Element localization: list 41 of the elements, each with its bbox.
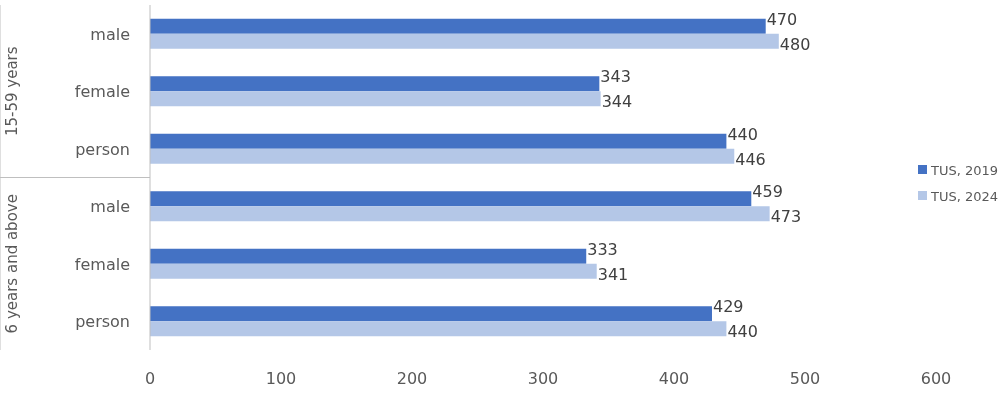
bar — [150, 148, 735, 164]
x-tick-label: 400 — [658, 369, 690, 388]
bar — [150, 263, 597, 279]
data-label: 341 — [597, 264, 629, 284]
y-tick-label: male — [90, 24, 130, 44]
bar — [150, 91, 601, 107]
bar — [150, 133, 727, 149]
bar — [150, 191, 752, 207]
bar — [150, 18, 766, 34]
legend-label: TUS, 2024 — [930, 189, 999, 204]
text: 15-59 years — [3, 46, 21, 137]
y-tick-label: female — [74, 254, 130, 274]
data-label: 333 — [587, 239, 618, 259]
bar — [150, 206, 770, 222]
x-tick-label: 0 — [144, 369, 156, 388]
bar — [150, 306, 712, 322]
data-label: 440 — [727, 322, 758, 342]
data-label: 446 — [735, 149, 766, 169]
y-tick-label: female — [74, 82, 130, 102]
bar — [150, 321, 727, 337]
x-tick-label: 300 — [527, 369, 559, 388]
bar — [150, 33, 779, 49]
legend-label: TUS, 2019 — [930, 163, 999, 178]
bar — [150, 76, 600, 92]
bar — [150, 248, 587, 264]
data-label: 440 — [727, 124, 758, 144]
data-label: 473 — [770, 207, 802, 227]
y-tick-label: person — [75, 312, 130, 332]
y-tick-label: male — [90, 197, 130, 217]
x-tick-label: 500 — [789, 369, 821, 388]
data-label: 459 — [752, 182, 783, 202]
data-label: 344 — [601, 92, 633, 112]
x-tick-label: 600 — [920, 369, 952, 388]
data-label: 429 — [712, 297, 744, 317]
text: 6 years and above — [3, 194, 21, 334]
data-label: 343 — [600, 67, 631, 87]
y-tick-label: person — [75, 139, 130, 159]
x-tick-label: 100 — [265, 369, 297, 388]
data-label: 470 — [766, 9, 798, 29]
x-tick-label: 200 — [396, 369, 428, 388]
data-label: 480 — [779, 34, 811, 54]
